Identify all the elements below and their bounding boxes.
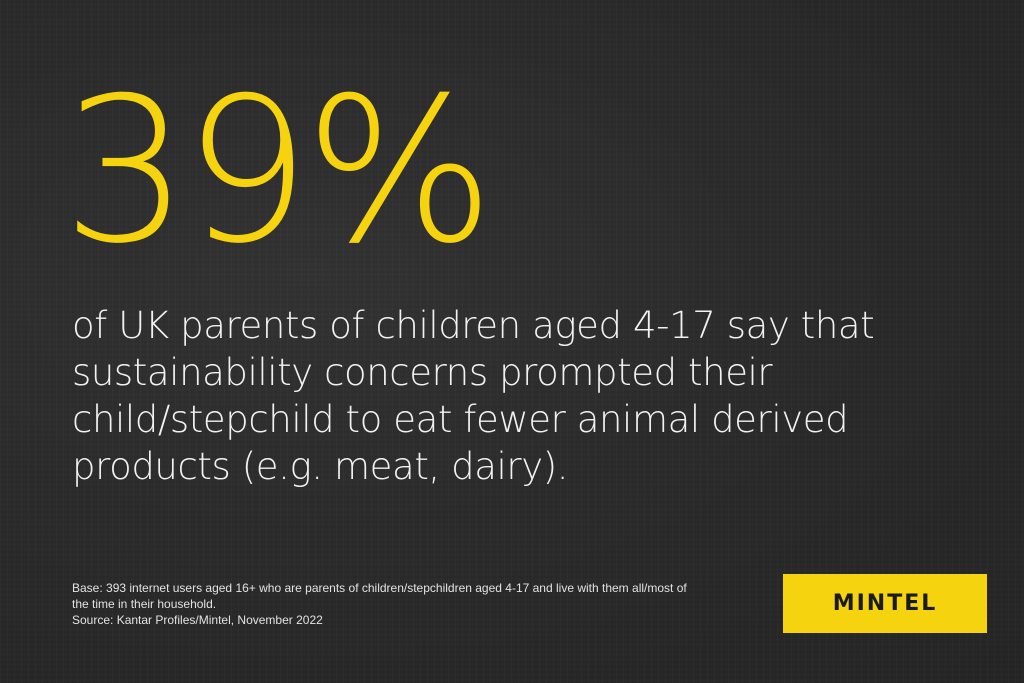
description-line: products (e.g. meat, dairy). [72, 445, 569, 488]
brand-logo: MINTEL [783, 574, 987, 633]
description-line: sustainability concerns prompted their [72, 351, 773, 394]
description-line: of UK parents of children aged 4-17 say … [72, 304, 875, 347]
statistic-description: of UK parents of children aged 4-17 say … [72, 302, 972, 490]
brand-logo-text: MINTEL [832, 591, 938, 616]
footnote: Base: 393 internet users aged 16+ who ar… [72, 580, 772, 628]
footnote-base-line: the time in their household. [72, 597, 217, 611]
headline-statistic: 39% [62, 55, 495, 288]
description-line: child/stepchild to eat fewer animal deri… [72, 398, 849, 441]
footnote-base-line: Base: 393 internet users aged 16+ who ar… [72, 581, 687, 595]
footnote-source: Source: Kantar Profiles/Mintel, November… [72, 613, 323, 627]
